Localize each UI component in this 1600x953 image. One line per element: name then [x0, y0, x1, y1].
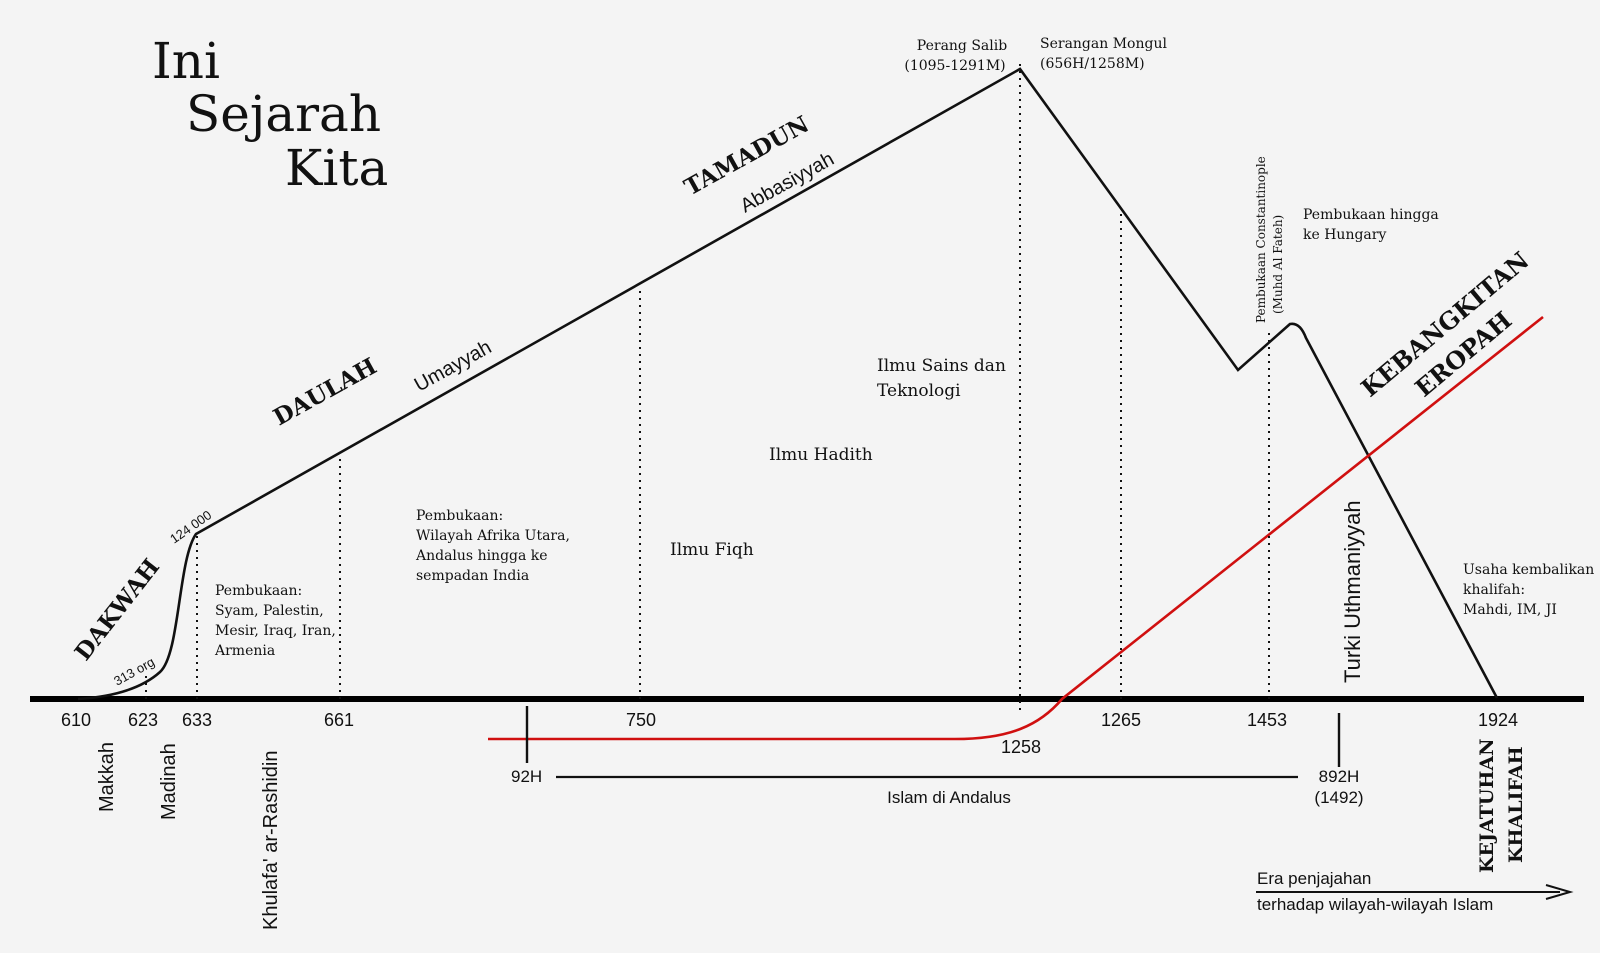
- note-p1-line: Armenia: [214, 643, 275, 659]
- era-dakwah: DAKWAH: [69, 554, 165, 666]
- note-usaha-line: Mahdi, IM, JI: [1463, 602, 1557, 618]
- era-kejatuhan: KEJATUHAN: [1476, 739, 1498, 873]
- andalus-label: Islam di Andalus: [887, 788, 1011, 807]
- title-line-3: Kita: [285, 139, 388, 197]
- europe-rise-curve: [488, 315, 1544, 741]
- note-p2-line: Pembukaan:: [416, 508, 503, 524]
- colonial-line-1: Era penjajahan: [1257, 869, 1371, 888]
- note-pembukaan-2: Pembukaan: Wilayah Afrika Utara, Andalus…: [415, 508, 570, 584]
- note-sains-line: Ilmu Sains dan: [877, 356, 1006, 376]
- year-610: 610: [61, 710, 91, 730]
- note-sains-teknologi: Ilmu Sains dan Teknologi: [877, 356, 1006, 401]
- colonial-line-2: terhadap wilayah-wilayah Islam: [1257, 895, 1493, 914]
- civilization-curve: [77, 67, 1499, 701]
- note-hungary-line: Pembukaan hingga: [1303, 207, 1439, 223]
- dynasty-umayyah: Umayyah: [411, 336, 496, 396]
- note-salib-line: (1095-1291M): [904, 58, 1005, 74]
- label-turki-uthmaniyyah: Turki Uthmaniyyah: [1340, 500, 1365, 683]
- title-line-2: Sejarah: [186, 85, 381, 143]
- note-usaha-khalifah: Usaha kembalikan khalifah: Mahdi, IM, JI: [1463, 562, 1594, 618]
- note-usaha-line: Usaha kembalikan: [1463, 562, 1594, 578]
- year-labels: 610 623 633 661 750 1258 1265 1453 1924: [61, 710, 1518, 757]
- andalus-end-year: (1492): [1314, 788, 1363, 807]
- note-ilmu-fiqh: Ilmu Fiqh: [670, 540, 754, 560]
- year-633: 633: [182, 710, 212, 730]
- note-constantinople: Pembukaan Constantinople (Muhd Al Fateh): [1254, 156, 1285, 323]
- arrow-right-icon: [1545, 884, 1574, 900]
- title-line-1: Ini: [152, 32, 220, 90]
- note-p2-line: Andalus hingga ke: [415, 548, 548, 564]
- title: Ini Sejarah Kita: [152, 32, 388, 197]
- note-p2-line: sempadan India: [416, 568, 529, 584]
- year-1265: 1265: [1101, 710, 1141, 730]
- note-ilmu-hadith: Ilmu Hadith: [769, 445, 873, 465]
- note-constantinople-line: Pembukaan Constantinople: [1254, 156, 1268, 323]
- note-perang-salib: Perang Salib (1095-1291M): [904, 38, 1007, 74]
- era-khalifah: KHALIFAH: [1505, 746, 1527, 863]
- year-1453: 1453: [1247, 710, 1287, 730]
- note-pembukaan-1: Pembukaan: Syam, Palestin, Mesir, Iraq, …: [214, 583, 336, 659]
- note-constantinople-line: (Muhd Al Fateh): [1271, 215, 1285, 314]
- note-sains-line: Teknologi: [877, 381, 961, 401]
- note-usaha-line: khalifah:: [1463, 582, 1525, 598]
- note-p2-line: Wilayah Afrika Utara,: [416, 528, 570, 544]
- year-1258: 1258: [1001, 737, 1041, 757]
- note-hungary-line: ke Hungary: [1303, 227, 1386, 243]
- label-khulafa: Khulafa' ar-Rashidin: [260, 751, 282, 930]
- note-hungary: Pembukaan hingga ke Hungary: [1303, 207, 1439, 243]
- year-623: 623: [128, 710, 158, 730]
- note-mongul-line: (656H/1258M): [1040, 56, 1145, 72]
- andalus-end-label: 892H: [1319, 767, 1360, 786]
- colonial-era: Era penjajahan terhadap wilayah-wilayah …: [1256, 869, 1574, 914]
- note-p1-line: Mesir, Iraq, Iran,: [215, 623, 336, 639]
- year-661: 661: [324, 710, 354, 730]
- andalus-start-label: 92H: [511, 767, 542, 786]
- dotted-markers: [145, 60, 1270, 710]
- label-madinah: Madinah: [158, 743, 180, 820]
- note-p1-line: Syam, Palestin,: [215, 603, 324, 619]
- year-1924: 1924: [1478, 710, 1518, 730]
- era-daulah: DAULAH: [269, 353, 381, 432]
- note-p1-line: Pembukaan:: [215, 583, 302, 599]
- label-makkah: Makkah: [96, 742, 118, 812]
- year-750: 750: [626, 710, 656, 730]
- note-salib-line: Perang Salib: [917, 38, 1007, 54]
- label-313-org: 313 org: [111, 654, 157, 688]
- note-mongul-line: Serangan Mongul: [1040, 36, 1167, 52]
- note-serangan-mongul: Serangan Mongul (656H/1258M): [1040, 36, 1167, 72]
